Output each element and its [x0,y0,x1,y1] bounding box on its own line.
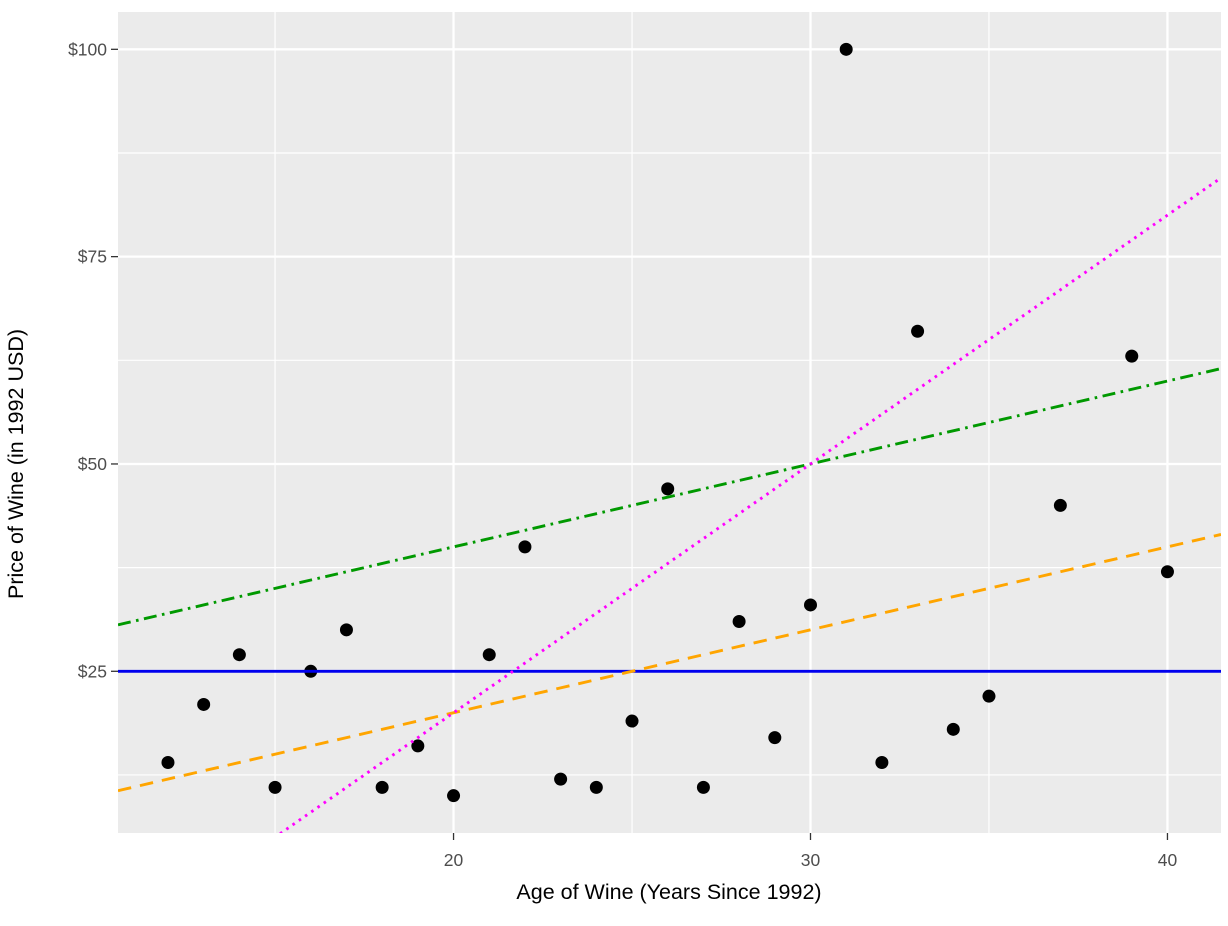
identity-line [118,533,1221,793]
data-point [803,598,817,612]
data-point [339,623,353,637]
x-tick-label: 40 [1158,850,1178,870]
data-points [161,42,1174,803]
data-point [1160,565,1174,579]
x-tick-label: 20 [444,850,464,870]
x-axis-title: Age of Wine (Years Since 1992) [516,880,821,904]
data-point [447,789,461,803]
y-tick-label: $50 [78,454,107,474]
minor-gridlines [118,12,1221,833]
data-point [946,722,960,736]
data-point [554,772,568,786]
data-point [518,540,532,554]
data-point [732,615,746,629]
data-point [982,689,996,703]
axis-tick-marks [111,48,1169,840]
trend-lines [118,176,1221,833]
x-tick-label: 30 [801,850,821,870]
plot-panel [118,12,1221,833]
y-tick-label: $100 [68,39,107,59]
data-point [839,42,853,56]
data-point [1053,498,1067,512]
y-tick-label: $75 [78,247,107,267]
data-point [911,324,925,338]
data-point [161,756,175,770]
data-point [589,780,603,794]
data-point [661,482,675,496]
data-point [268,780,282,794]
data-point [375,780,389,794]
plot-area: 20 30 40 $25 $50 $75 $100 [68,12,1221,870]
data-point [482,648,496,662]
data-point [411,739,425,753]
x-tick-labels: 20 30 40 [444,850,1178,870]
y-tick-labels: $25 $50 $75 $100 [68,39,107,681]
data-point [1125,349,1139,363]
data-point [625,714,639,728]
data-point [197,697,211,711]
data-point [768,731,782,745]
data-point [232,648,246,662]
y-tick-label: $25 [78,661,107,681]
data-point [875,756,889,770]
y-axis-title: Price of Wine (in 1992 USD) [4,329,28,599]
offset-20-line [118,367,1221,627]
data-point [696,780,710,794]
